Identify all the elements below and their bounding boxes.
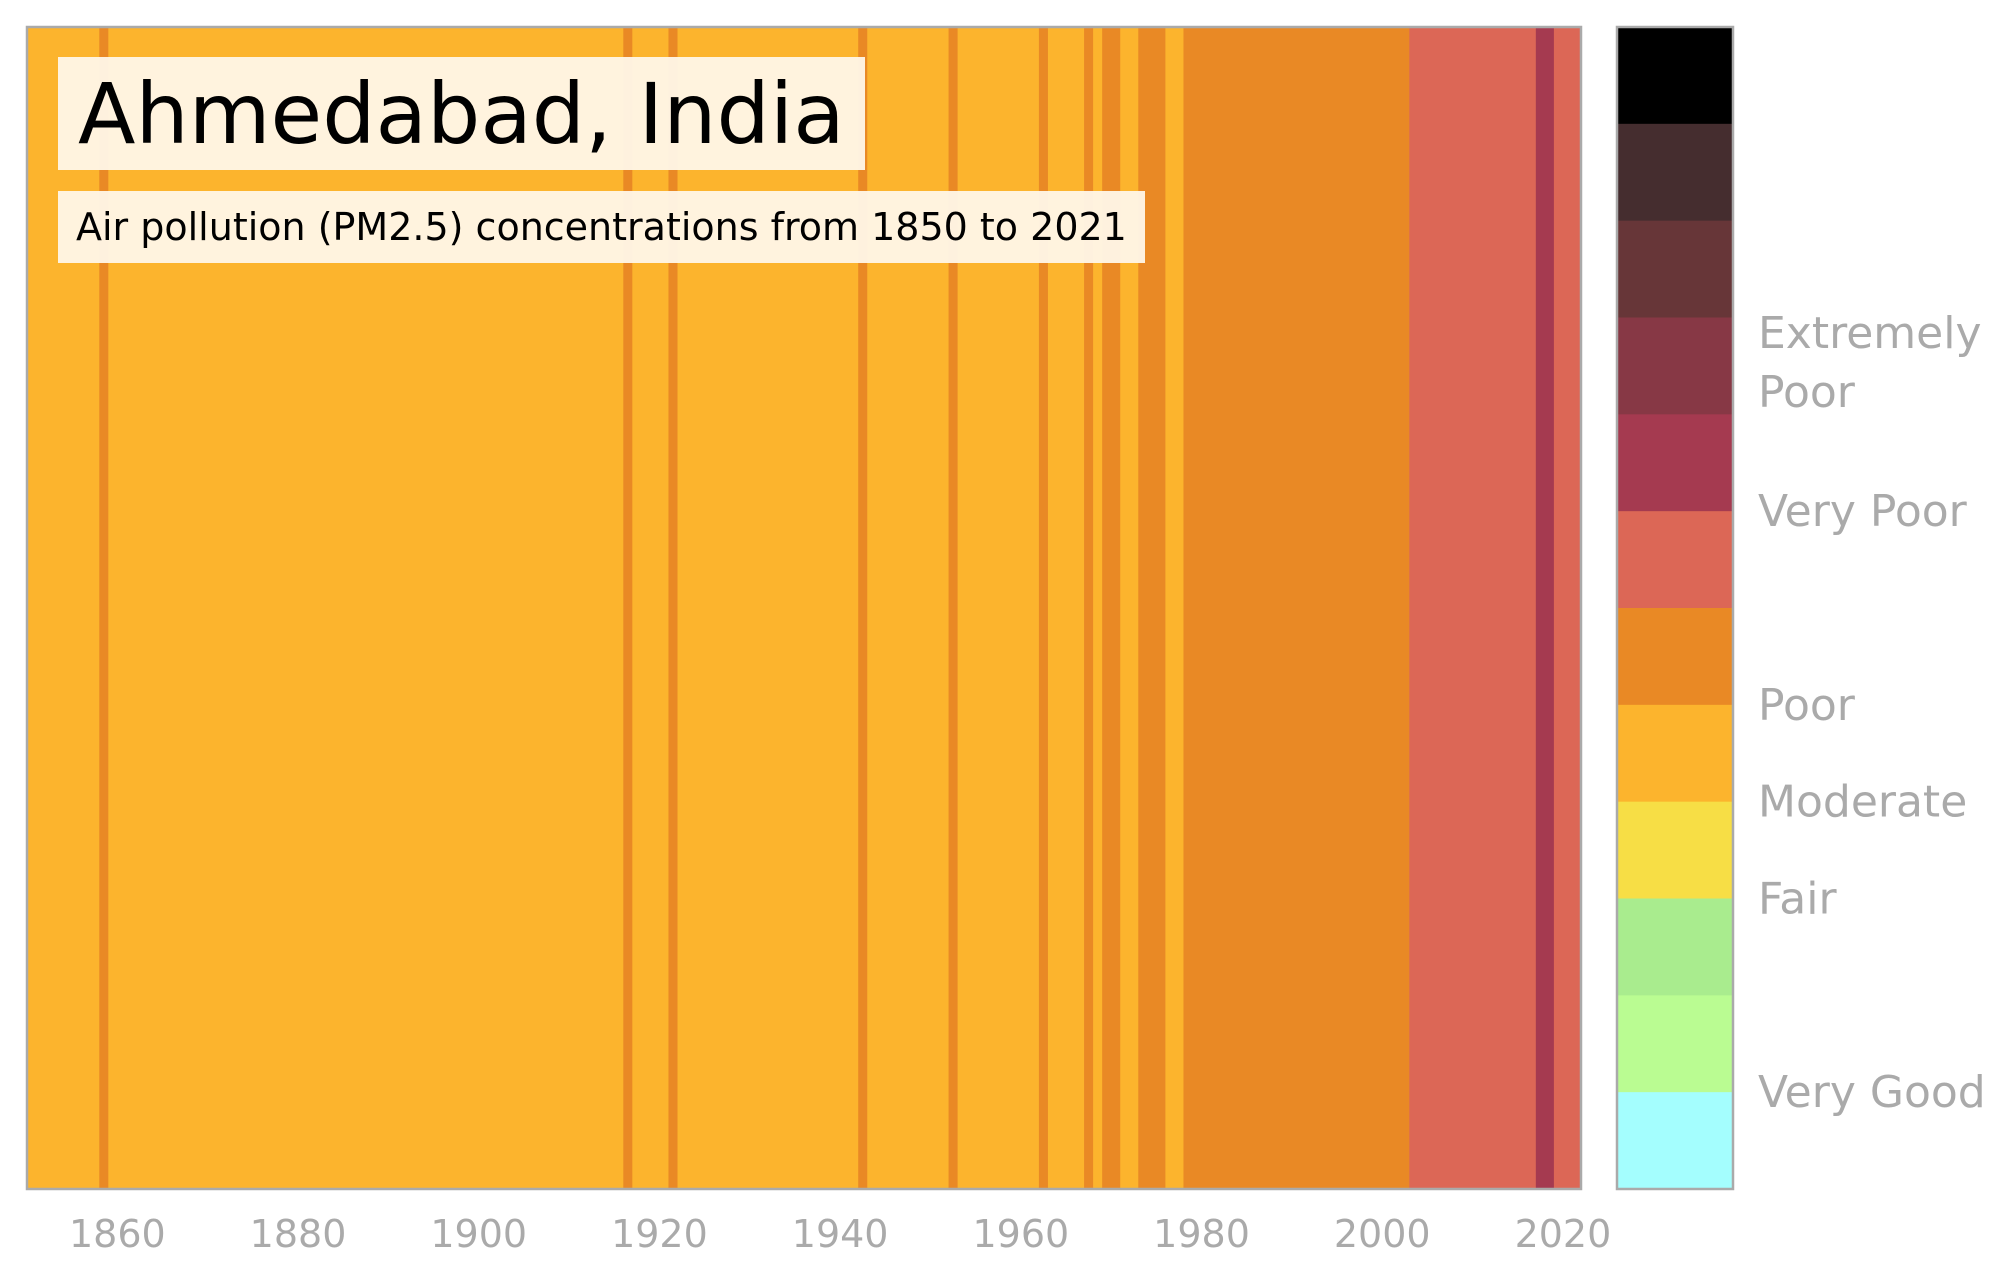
plot-frame: [25, 25, 1583, 1191]
legend-swatch-9: [1617, 898, 1733, 996]
x-axis: 1860 1880 1900 1920 1940 1960 1980 2000 2020: [69, 1212, 1611, 1256]
stripe-1942: [858, 27, 868, 1189]
x-tick-label-1880: 1880: [250, 1212, 347, 1256]
legend-swatch-5: [1617, 511, 1733, 609]
legend-swatch-10: [1617, 995, 1733, 1093]
legend-label-fair: Fair: [1758, 874, 1837, 925]
legend-label-extremely-poor: Extremely Poor: [1758, 308, 1981, 418]
x-tick-label-1920: 1920: [611, 1212, 708, 1256]
x-tick-label-1900: 1900: [430, 1212, 527, 1256]
stripe-1971: [1120, 27, 1139, 1189]
x-tick-label-2020: 2020: [1515, 1212, 1612, 1256]
stripe-1978: [1183, 27, 1410, 1189]
legend-swatch-6: [1617, 608, 1733, 706]
legend-label-poor: Poor: [1758, 680, 1856, 731]
stripe-1916: [623, 27, 633, 1189]
legend-swatch-11: [1617, 1092, 1733, 1190]
legend-swatch-7: [1617, 704, 1733, 803]
legend-label-moderate: Moderate: [1758, 777, 1967, 828]
legend-frame: [1615, 25, 1735, 1191]
stripe-1976: [1165, 27, 1185, 1189]
stripe-2017: [1535, 27, 1555, 1189]
x-tick-label-1940: 1940: [792, 1212, 889, 1256]
legend-swatch-2: [1617, 220, 1733, 319]
x-tick-label-1980: 1980: [1153, 1212, 1250, 1256]
legend-label-very-poor: Very Poor: [1758, 486, 1968, 537]
legend-labels: Extremely Poor Very Poor Poor Moderate Fair Ve…: [1758, 308, 1986, 1118]
legend-label-very-good: Very Good: [1758, 1067, 1986, 1118]
stripe-2003: [1409, 27, 1537, 1189]
stripe-2019: [1553, 27, 1582, 1189]
chart-title: Ahmedabad, India: [78, 64, 845, 163]
legend-swatch-8: [1617, 801, 1733, 900]
stripe-1962: [1038, 27, 1049, 1189]
stripe-1858: [99, 27, 109, 1189]
stripe-1968: [1093, 27, 1103, 1189]
legend-colorbar: [1617, 27, 1733, 1190]
subtitle-box: Air pollution (PM2.5) concentrations fro…: [58, 191, 1145, 263]
title-box: Ahmedabad, India: [58, 57, 865, 170]
stripe-1921: [668, 27, 679, 1189]
x-tick-label-2000: 2000: [1334, 1212, 1431, 1256]
stripe-1967: [1084, 27, 1094, 1189]
legend-swatch-3: [1617, 317, 1733, 415]
legend-swatch-4: [1617, 414, 1733, 512]
stripe-1952: [948, 27, 959, 1189]
stripe-1969: [1102, 27, 1121, 1189]
x-tick-label-1860: 1860: [69, 1212, 166, 1256]
x-tick-label-1960: 1960: [972, 1212, 1069, 1256]
chart-subtitle: Air pollution (PM2.5) concentrations fro…: [76, 205, 1127, 249]
legend-swatch-0: [1617, 27, 1733, 125]
legend-swatch-1: [1617, 123, 1733, 222]
